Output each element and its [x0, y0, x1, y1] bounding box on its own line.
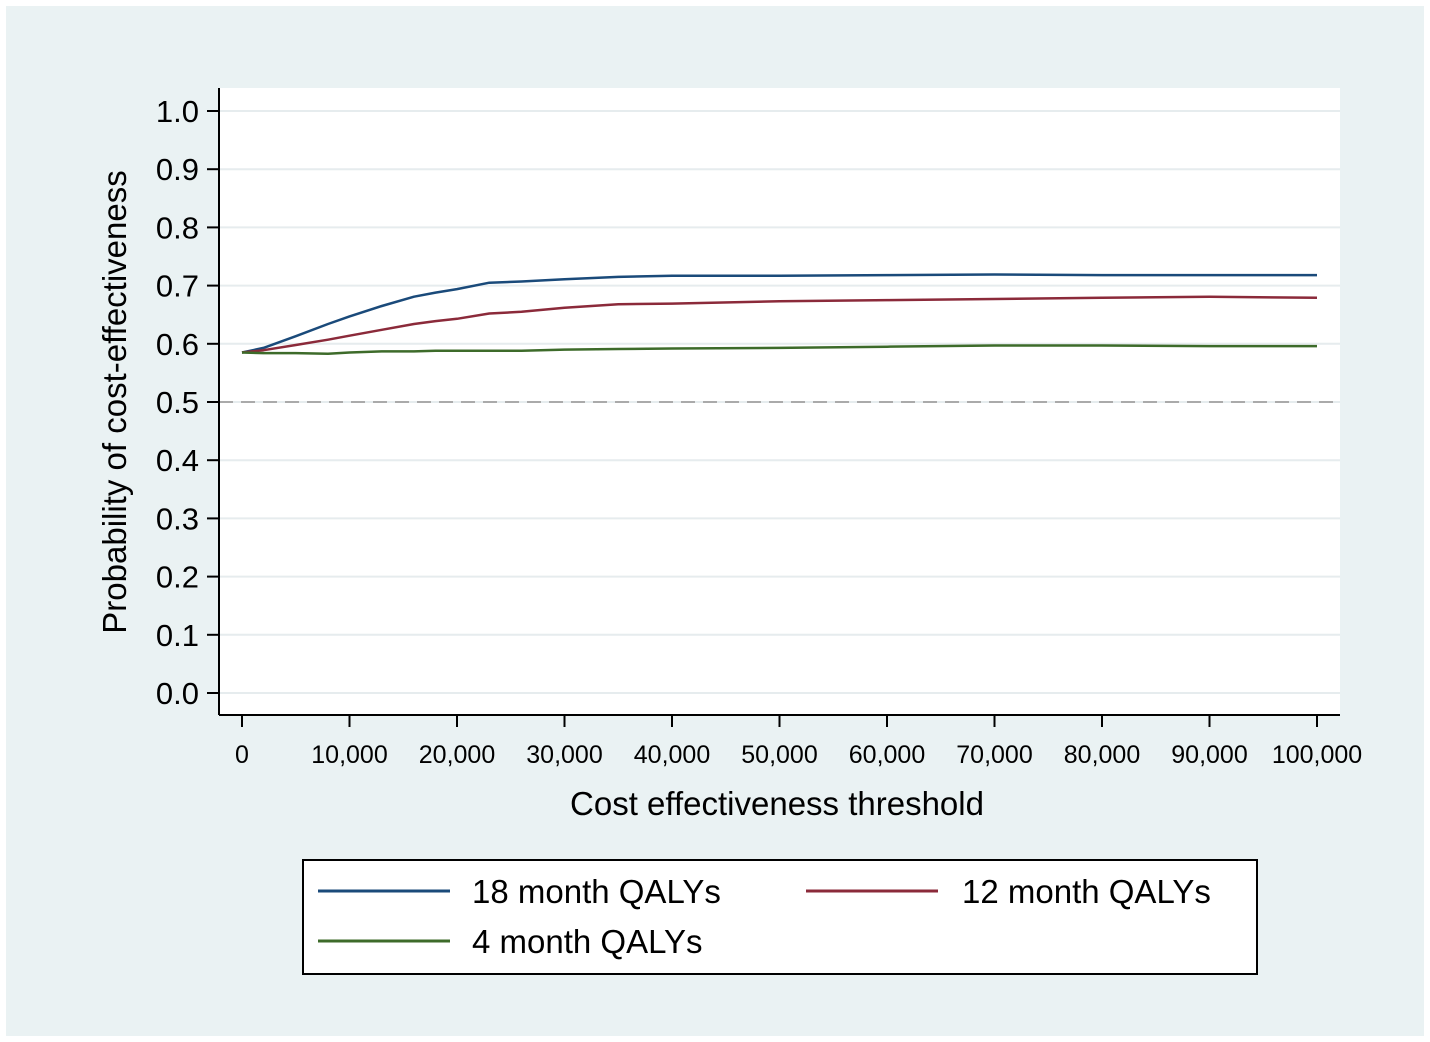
series-line-18-month-qalys	[241, 273, 1317, 354]
x-tick-label: 10,000	[311, 741, 387, 769]
x-tick-label: 20,000	[419, 741, 495, 769]
y-tick-label: 0.4	[156, 443, 199, 478]
y-tick-label: 0.0	[156, 676, 199, 711]
x-tick-label: 80,000	[1064, 741, 1140, 769]
x-tick-label: 70,000	[956, 741, 1032, 769]
y-tick-label: 0.5	[156, 385, 199, 420]
x-tick-label: 90,000	[1171, 741, 1247, 769]
legend-box	[302, 859, 1258, 975]
x-tick-label: 60,000	[849, 741, 925, 769]
legend-label-12-month-qalys: 12 month QALYs	[962, 873, 1211, 910]
legend-label-4-month-qalys: 4 month QALYs	[472, 923, 703, 960]
y-tick-label: 0.7	[156, 269, 199, 304]
y-tick-label: 0.3	[156, 501, 199, 536]
x-axis-label: Cost effectiveness threshold	[570, 785, 984, 822]
series-line-12-month-qalys	[241, 295, 1318, 354]
y-axis-label: Probability of cost-effectiveness	[96, 170, 133, 633]
y-tick-label: 0.2	[156, 560, 199, 595]
legend-label-18-month-qalys: 18 month QALYs	[472, 873, 721, 910]
y-tick-label: 0.9	[156, 152, 199, 187]
y-tick-label: 0.6	[156, 327, 199, 362]
x-tick-label: 30,000	[526, 741, 602, 769]
x-tick-label: 100,000	[1272, 741, 1362, 769]
y-tick-label: 1.0	[156, 94, 199, 129]
legend: 18 month QALYs 12 month QALYs 4 month QALY…	[302, 859, 1258, 975]
y-tick-label: 0.8	[156, 210, 199, 245]
y-tick-label: 0.1	[156, 618, 199, 653]
x-tick-label: 0	[235, 741, 249, 769]
x-tick-label: 50,000	[741, 741, 817, 769]
x-tick-label: 40,000	[634, 741, 710, 769]
series-line-4-month-qalys	[241, 344, 1317, 355]
